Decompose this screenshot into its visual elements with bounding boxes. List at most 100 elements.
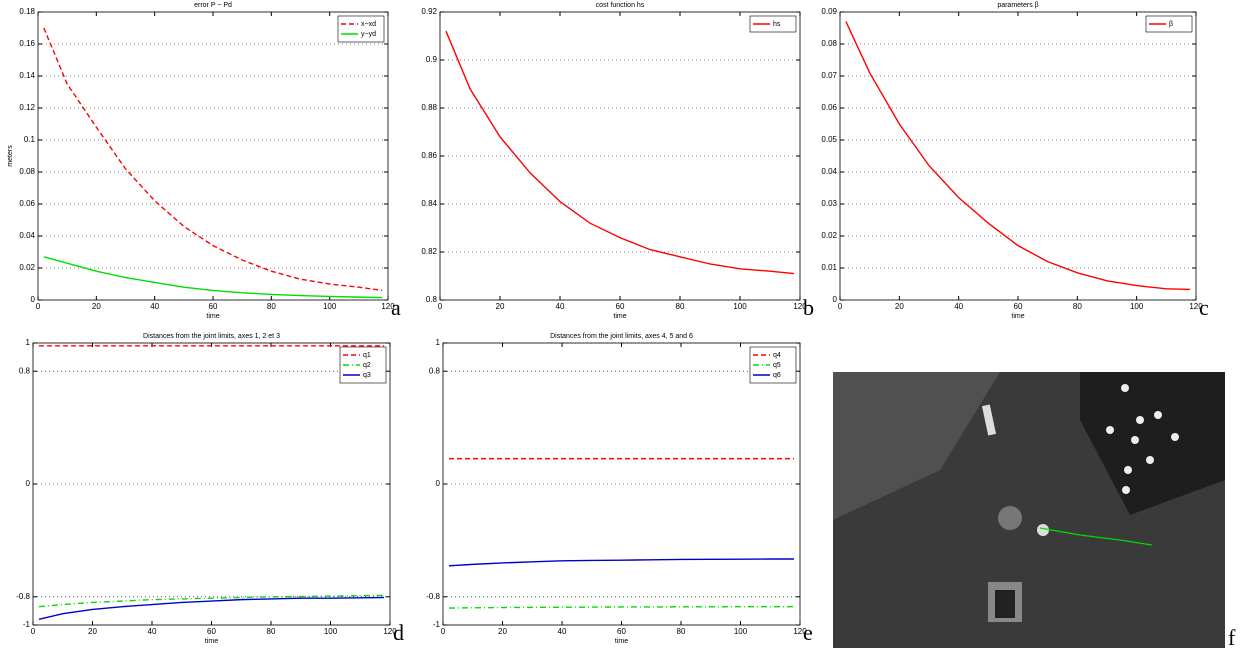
legend-box xyxy=(1145,15,1193,33)
y-tick-label: 0.08 xyxy=(821,39,837,48)
legend-label: q2 xyxy=(363,362,371,369)
photo xyxy=(833,372,1225,648)
y-tick-label: 0.16 xyxy=(19,39,35,48)
photo-region xyxy=(1080,372,1225,515)
plot-area xyxy=(840,12,1196,300)
axes-box xyxy=(32,342,391,626)
axes-box xyxy=(37,11,389,301)
y-tick-label: 0.01 xyxy=(821,263,837,272)
x-tick-label: 40 xyxy=(954,302,963,311)
legend-label: q4 xyxy=(773,352,781,359)
y-axis-label: meters xyxy=(7,145,14,167)
x-tick-label: 0 xyxy=(441,627,446,636)
x-tick-label: 60 xyxy=(207,627,216,636)
y-tick-label: 0.04 xyxy=(821,167,837,176)
legend-label: q1 xyxy=(363,352,371,359)
data-line xyxy=(38,594,385,608)
chart-title: error P − Pd xyxy=(194,2,232,9)
legend-label: y−yd xyxy=(361,31,376,38)
x-tick-label: 120 xyxy=(381,302,395,311)
y-tick-label: 0.09 xyxy=(821,7,837,16)
chart-title: parameters β xyxy=(997,2,1038,9)
y-tick-label: -1 xyxy=(433,620,441,629)
x-tick-label: 20 xyxy=(88,627,97,636)
x-tick-label: 20 xyxy=(92,302,101,311)
x-tick-label: 80 xyxy=(676,302,685,311)
data-line xyxy=(445,30,795,275)
legend-box xyxy=(337,15,385,43)
axes-box xyxy=(439,11,801,301)
panel-letter: d xyxy=(393,620,404,645)
x-axis-label: time xyxy=(205,638,218,645)
y-tick-label: 0.8 xyxy=(426,295,438,304)
y-tick-label: 0.08 xyxy=(19,167,35,176)
y-tick-label: 0.82 xyxy=(421,247,437,256)
photo-object xyxy=(981,404,997,436)
legend-label: q6 xyxy=(773,372,781,379)
panel-letter: f xyxy=(1228,625,1236,650)
y-tick-label: 0.88 xyxy=(421,103,437,112)
panel-letter: e xyxy=(803,620,813,645)
x-tick-label: 60 xyxy=(617,627,626,636)
panel-letter: a xyxy=(391,295,401,320)
plot-area xyxy=(443,343,800,625)
y-tick-label: 0 xyxy=(26,479,31,488)
axes-box xyxy=(839,11,1197,301)
x-tick-label: 120 xyxy=(1189,302,1203,311)
x-tick-label: 120 xyxy=(793,627,807,636)
y-tick-label: 0.12 xyxy=(19,103,35,112)
y-tick-label: 0 xyxy=(833,295,838,304)
y-tick-label: 0.06 xyxy=(821,103,837,112)
x-axis-label: time xyxy=(615,638,628,645)
y-tick-label: 0 xyxy=(436,479,441,488)
x-tick-label: 80 xyxy=(677,627,686,636)
photo-region xyxy=(833,372,1000,520)
panel-letter: b xyxy=(803,295,814,320)
photo-ball xyxy=(1037,524,1049,536)
x-axis-label: time xyxy=(613,313,626,320)
y-tick-label: 0.06 xyxy=(19,199,35,208)
y-tick-label: -1 xyxy=(23,620,31,629)
y-tick-label: 0.9 xyxy=(426,55,438,64)
y-tick-label: 0.02 xyxy=(19,263,35,272)
x-tick-label: 20 xyxy=(498,627,507,636)
plot-area xyxy=(38,12,388,300)
data-line xyxy=(43,256,383,299)
y-tick-label: -0.8 xyxy=(16,592,30,601)
y-tick-label: 1 xyxy=(26,338,31,347)
x-tick-label: 120 xyxy=(793,302,807,311)
y-tick-label: 0.86 xyxy=(421,151,437,160)
x-tick-label: 80 xyxy=(1073,302,1082,311)
legend-box xyxy=(749,15,797,33)
y-tick-label: 0.1 xyxy=(24,135,36,144)
x-tick-label: 0 xyxy=(31,627,36,636)
x-tick-label: 100 xyxy=(734,627,748,636)
x-tick-label: 100 xyxy=(1130,302,1144,311)
chart-title: Distances from the joint limits, axes 1,… xyxy=(143,333,280,340)
y-tick-label: 0.14 xyxy=(19,71,35,80)
x-tick-label: 80 xyxy=(267,627,276,636)
x-tick-label: 60 xyxy=(209,302,218,311)
data-line xyxy=(43,27,383,292)
data-line xyxy=(448,605,795,609)
plot-area xyxy=(33,343,390,625)
x-tick-label: 40 xyxy=(556,302,565,311)
legend-label: q5 xyxy=(773,362,781,369)
y-tick-label: 1 xyxy=(436,338,441,347)
photo-dots xyxy=(1106,384,1179,494)
x-tick-label: 20 xyxy=(496,302,505,311)
legend-label: β xyxy=(1169,21,1173,28)
y-tick-label: 0.18 xyxy=(19,7,35,16)
y-tick-label: 0.05 xyxy=(821,135,837,144)
x-tick-label: 100 xyxy=(733,302,747,311)
x-tick-label: 80 xyxy=(267,302,276,311)
x-tick-label: 60 xyxy=(1014,302,1023,311)
legend-label: x−xd xyxy=(361,21,376,28)
y-tick-label: 0 xyxy=(31,295,36,304)
photo-trajectory xyxy=(1039,527,1153,546)
x-tick-label: 0 xyxy=(36,302,41,311)
x-axis-label: time xyxy=(206,313,219,320)
x-tick-label: 120 xyxy=(383,627,397,636)
legend-label: hs xyxy=(773,21,781,28)
